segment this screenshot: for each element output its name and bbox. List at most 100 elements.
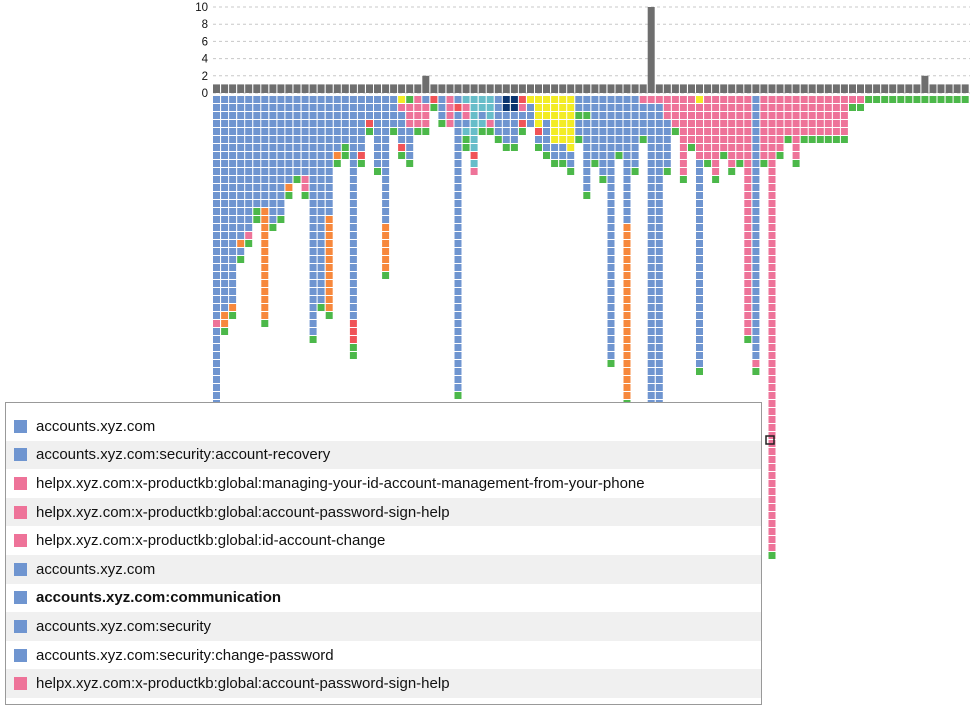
sequence-cell[interactable] — [221, 192, 229, 199]
sequence-cell[interactable] — [655, 112, 663, 119]
sequence-cell[interactable] — [768, 496, 776, 503]
sequence-cell[interactable] — [221, 96, 229, 103]
sequence-cell[interactable] — [768, 376, 776, 383]
sequence-cell[interactable] — [591, 144, 599, 151]
sequence-cell[interactable] — [607, 320, 615, 327]
sequence-cell[interactable] — [213, 296, 220, 303]
sequence-cell[interactable] — [736, 152, 744, 159]
sequence-cell[interactable] — [623, 176, 631, 183]
sequence-cell[interactable] — [696, 328, 703, 335]
sequence-cell[interactable] — [768, 360, 776, 367]
sequence-cell[interactable] — [309, 320, 317, 327]
sequence-cell[interactable] — [293, 128, 301, 135]
sequence-cell[interactable] — [229, 264, 237, 271]
sequence-cell[interactable] — [277, 216, 285, 223]
count-bar[interactable] — [341, 84, 349, 93]
sequence-cell[interactable] — [647, 184, 655, 191]
sequence-cell[interactable] — [301, 112, 309, 119]
sequence-cell[interactable] — [269, 128, 277, 135]
sequence-cell[interactable] — [366, 120, 373, 127]
sequence-cell[interactable] — [623, 264, 631, 271]
sequence-cell[interactable] — [382, 176, 390, 183]
sequence-cell[interactable] — [623, 120, 631, 127]
sequence-cell[interactable] — [647, 272, 655, 279]
sequence-cell[interactable] — [406, 96, 414, 103]
sequence-cell[interactable] — [229, 200, 237, 207]
sequence-cell[interactable] — [317, 256, 325, 263]
sequence-cell[interactable] — [390, 112, 398, 119]
sequence-cell[interactable] — [349, 224, 357, 231]
sequence-cell[interactable] — [792, 136, 800, 143]
sequence-cell[interactable] — [744, 208, 752, 215]
sequence-cell[interactable] — [213, 392, 220, 399]
sequence-cell[interactable] — [647, 128, 655, 135]
sequence-cell[interactable] — [623, 256, 631, 263]
sequence-cell[interactable] — [800, 128, 808, 135]
sequence-cell[interactable] — [760, 96, 768, 103]
sequence-cell[interactable] — [752, 272, 760, 279]
sequence-cell[interactable] — [736, 144, 744, 151]
sequence-cell[interactable] — [583, 152, 591, 159]
sequence-cell[interactable] — [712, 144, 720, 151]
sequence-cell[interactable] — [374, 168, 381, 175]
count-bar[interactable] — [301, 84, 309, 93]
sequence-cell[interactable] — [261, 112, 269, 119]
sequence-cell[interactable] — [261, 192, 269, 199]
sequence-cell[interactable] — [599, 128, 607, 135]
sequence-cell[interactable] — [543, 152, 550, 159]
sequence-cell[interactable] — [655, 256, 663, 263]
sequence-cell[interactable] — [341, 152, 349, 159]
count-bar[interactable] — [510, 84, 518, 93]
sequence-cell[interactable] — [816, 104, 824, 111]
sequence-cell[interactable] — [623, 320, 631, 327]
sequence-cell[interactable] — [696, 296, 703, 303]
sequence-cell[interactable] — [277, 144, 285, 151]
sequence-cell[interactable] — [768, 480, 776, 487]
sequence-cell[interactable] — [414, 112, 422, 119]
sequence-cell[interactable] — [253, 160, 261, 167]
sequence-cell[interactable] — [696, 128, 703, 135]
sequence-cell[interactable] — [213, 176, 220, 183]
sequence-cell[interactable] — [744, 160, 752, 167]
sequence-cell[interactable] — [221, 296, 229, 303]
sequence-cell[interactable] — [631, 152, 639, 159]
sequence-cell[interactable] — [478, 96, 486, 103]
sequence-cell[interactable] — [366, 128, 373, 135]
sequence-cell[interactable] — [261, 136, 269, 143]
sequence-cell[interactable] — [213, 288, 220, 295]
sequence-cell[interactable] — [349, 96, 357, 103]
sequence-cell[interactable] — [349, 264, 357, 271]
sequence-cell[interactable] — [816, 120, 824, 127]
sequence-cell[interactable] — [446, 120, 454, 127]
sequence-cell[interactable] — [277, 120, 285, 127]
sequence-cell[interactable] — [704, 96, 712, 103]
sequence-cell[interactable] — [607, 304, 615, 311]
sequence-cell[interactable] — [229, 312, 237, 319]
sequence-cell[interactable] — [213, 112, 220, 119]
sequence-cell[interactable] — [607, 176, 615, 183]
sequence-cell[interactable] — [285, 136, 293, 143]
sequence-cell[interactable] — [696, 256, 703, 263]
sequence-cell[interactable] — [688, 120, 695, 127]
sequence-cell[interactable] — [760, 120, 768, 127]
sequence-cell[interactable] — [229, 304, 237, 311]
sequence-cell[interactable] — [647, 336, 655, 343]
sequence-cell[interactable] — [293, 120, 301, 127]
sequence-cell[interactable] — [285, 168, 293, 175]
sequence-cell[interactable] — [728, 128, 736, 135]
sequence-cell[interactable] — [213, 304, 220, 311]
sequence-cell[interactable] — [349, 128, 357, 135]
sequence-cell[interactable] — [261, 224, 269, 231]
sequence-cell[interactable] — [744, 184, 752, 191]
sequence-cell[interactable] — [213, 384, 220, 391]
sequence-cell[interactable] — [406, 104, 414, 111]
sequence-cell[interactable] — [704, 144, 712, 151]
sequence-cell[interactable] — [623, 192, 631, 199]
sequence-cell[interactable] — [744, 328, 752, 335]
sequence-cell[interactable] — [527, 120, 534, 127]
sequence-cell[interactable] — [382, 208, 390, 215]
sequence-cell[interactable] — [253, 208, 261, 215]
sequence-cell[interactable] — [317, 152, 325, 159]
sequence-cell[interactable] — [293, 152, 301, 159]
sequence-cell[interactable] — [720, 96, 728, 103]
